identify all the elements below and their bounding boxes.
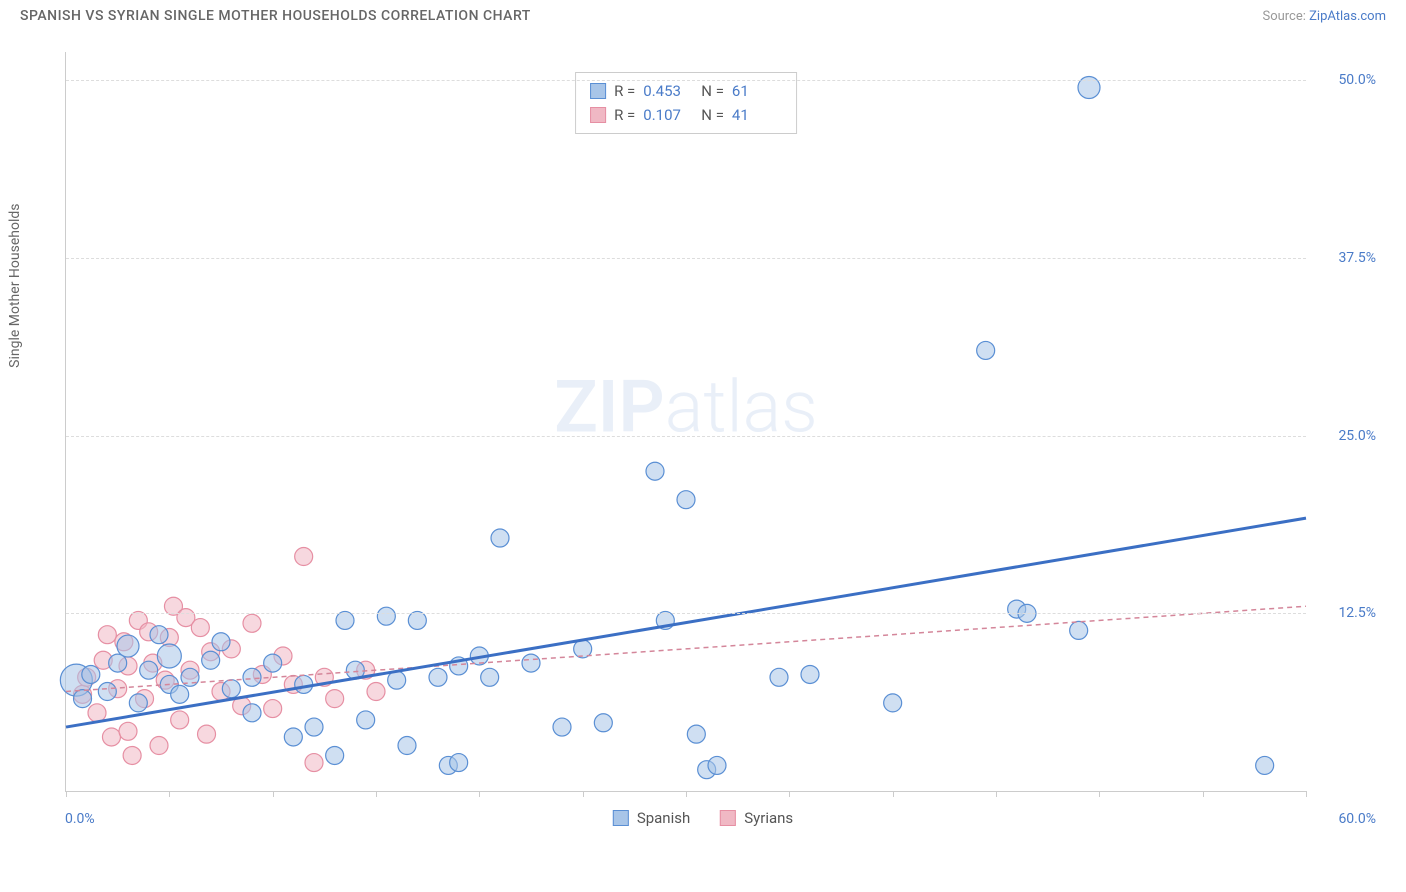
spanish-point <box>491 529 509 547</box>
y-axis-label: Single Mother Households <box>7 204 23 368</box>
spanish-point <box>150 626 168 644</box>
spanish-point <box>212 633 230 651</box>
spanish-point <box>977 341 995 359</box>
spanish-point <box>646 462 664 480</box>
spanish-point <box>326 746 344 764</box>
syrians-point <box>98 626 116 644</box>
spanish-point <box>377 607 395 625</box>
syrians-point <box>102 728 120 746</box>
spanish-point <box>264 654 282 672</box>
spanish-point <box>140 661 158 679</box>
x-tick <box>169 791 170 797</box>
spanish-point <box>243 704 261 722</box>
gridline <box>66 80 1306 81</box>
spanish-point <box>222 680 240 698</box>
x-tick <box>686 791 687 797</box>
chart-source: Source: ZipAtlas.com <box>1262 9 1386 24</box>
gridline <box>66 436 1306 437</box>
gridline <box>66 613 1306 614</box>
legend-item-syrians: Syrians <box>720 809 793 827</box>
spanish-point <box>1070 621 1088 639</box>
syrians-point <box>198 725 216 743</box>
y-tick-label: 37.5% <box>1338 250 1376 266</box>
spanish-point <box>594 714 612 732</box>
spanish-point <box>801 665 819 683</box>
syrians-point <box>305 754 323 772</box>
spanish-point <box>171 685 189 703</box>
syrians-point <box>150 737 168 755</box>
x-tick <box>376 791 377 797</box>
x-tick <box>66 791 67 797</box>
spanish-point <box>1256 756 1274 774</box>
x-tick <box>996 791 997 797</box>
chart-header: SPANISH VS SYRIAN SINGLE MOTHER HOUSEHOL… <box>0 0 1406 32</box>
plot-area: ZIPatlas R = 0.453 N = 61 R = 0.107 N = … <box>65 52 1306 792</box>
spanish-point <box>243 668 261 686</box>
spanish-point <box>284 728 302 746</box>
syrians-swatch-icon <box>720 810 736 826</box>
spanish-point <box>157 644 181 668</box>
spanish-point <box>82 665 100 683</box>
source-link[interactable]: ZipAtlas.com <box>1309 9 1386 24</box>
spanish-point <box>202 651 220 669</box>
x-tick <box>1203 791 1204 797</box>
syrians-point <box>119 722 137 740</box>
y-tick-label: 12.5% <box>1338 605 1376 621</box>
syrians-point <box>191 619 209 637</box>
syrians-point <box>123 746 141 764</box>
spanish-point <box>677 491 695 509</box>
spanish-point <box>481 668 499 686</box>
y-tick-label: 25.0% <box>1338 428 1376 444</box>
x-tick <box>893 791 894 797</box>
x-tick <box>1099 791 1100 797</box>
spanish-point <box>295 675 313 693</box>
chart-wrapper: Single Mother Households ZIPatlas R = 0.… <box>20 32 1386 852</box>
spanish-point <box>429 668 447 686</box>
spanish-point <box>884 694 902 712</box>
x-tick <box>479 791 480 797</box>
spanish-point <box>553 718 571 736</box>
legend: Spanish Syrians <box>613 809 793 827</box>
spanish-point <box>522 654 540 672</box>
legend-spanish-label: Spanish <box>637 809 690 827</box>
spanish-point <box>305 718 323 736</box>
spanish-point <box>450 754 468 772</box>
x-tick <box>789 791 790 797</box>
x-tick <box>273 791 274 797</box>
legend-syrians-label: Syrians <box>744 809 793 827</box>
y-tick-label: 50.0% <box>1338 72 1376 88</box>
syrians-point <box>171 711 189 729</box>
spanish-swatch-icon <box>613 810 629 826</box>
syrians-point <box>264 700 282 718</box>
spanish-point <box>398 737 416 755</box>
spanish-point <box>117 635 139 657</box>
spanish-point <box>708 756 726 774</box>
x-axis-min-label: 0.0% <box>65 811 95 827</box>
chart-title: SPANISH VS SYRIAN SINGLE MOTHER HOUSEHOL… <box>20 8 531 24</box>
syrians-point <box>88 704 106 722</box>
source-prefix: Source: <box>1262 9 1309 24</box>
scatter-svg <box>66 52 1306 791</box>
spanish-point <box>129 694 147 712</box>
syrians-point <box>367 683 385 701</box>
spanish-point <box>98 683 116 701</box>
gridline <box>66 258 1306 259</box>
spanish-point <box>687 725 705 743</box>
x-tick <box>1306 791 1307 797</box>
x-axis-max-label: 60.0% <box>1338 811 1376 827</box>
syrians-point <box>326 690 344 708</box>
spanish-point <box>770 668 788 686</box>
spanish-point <box>74 690 92 708</box>
syrians-point <box>243 614 261 632</box>
syrians-point <box>295 548 313 566</box>
spanish-point <box>357 711 375 729</box>
legend-item-spanish: Spanish <box>613 809 690 827</box>
x-tick <box>583 791 584 797</box>
